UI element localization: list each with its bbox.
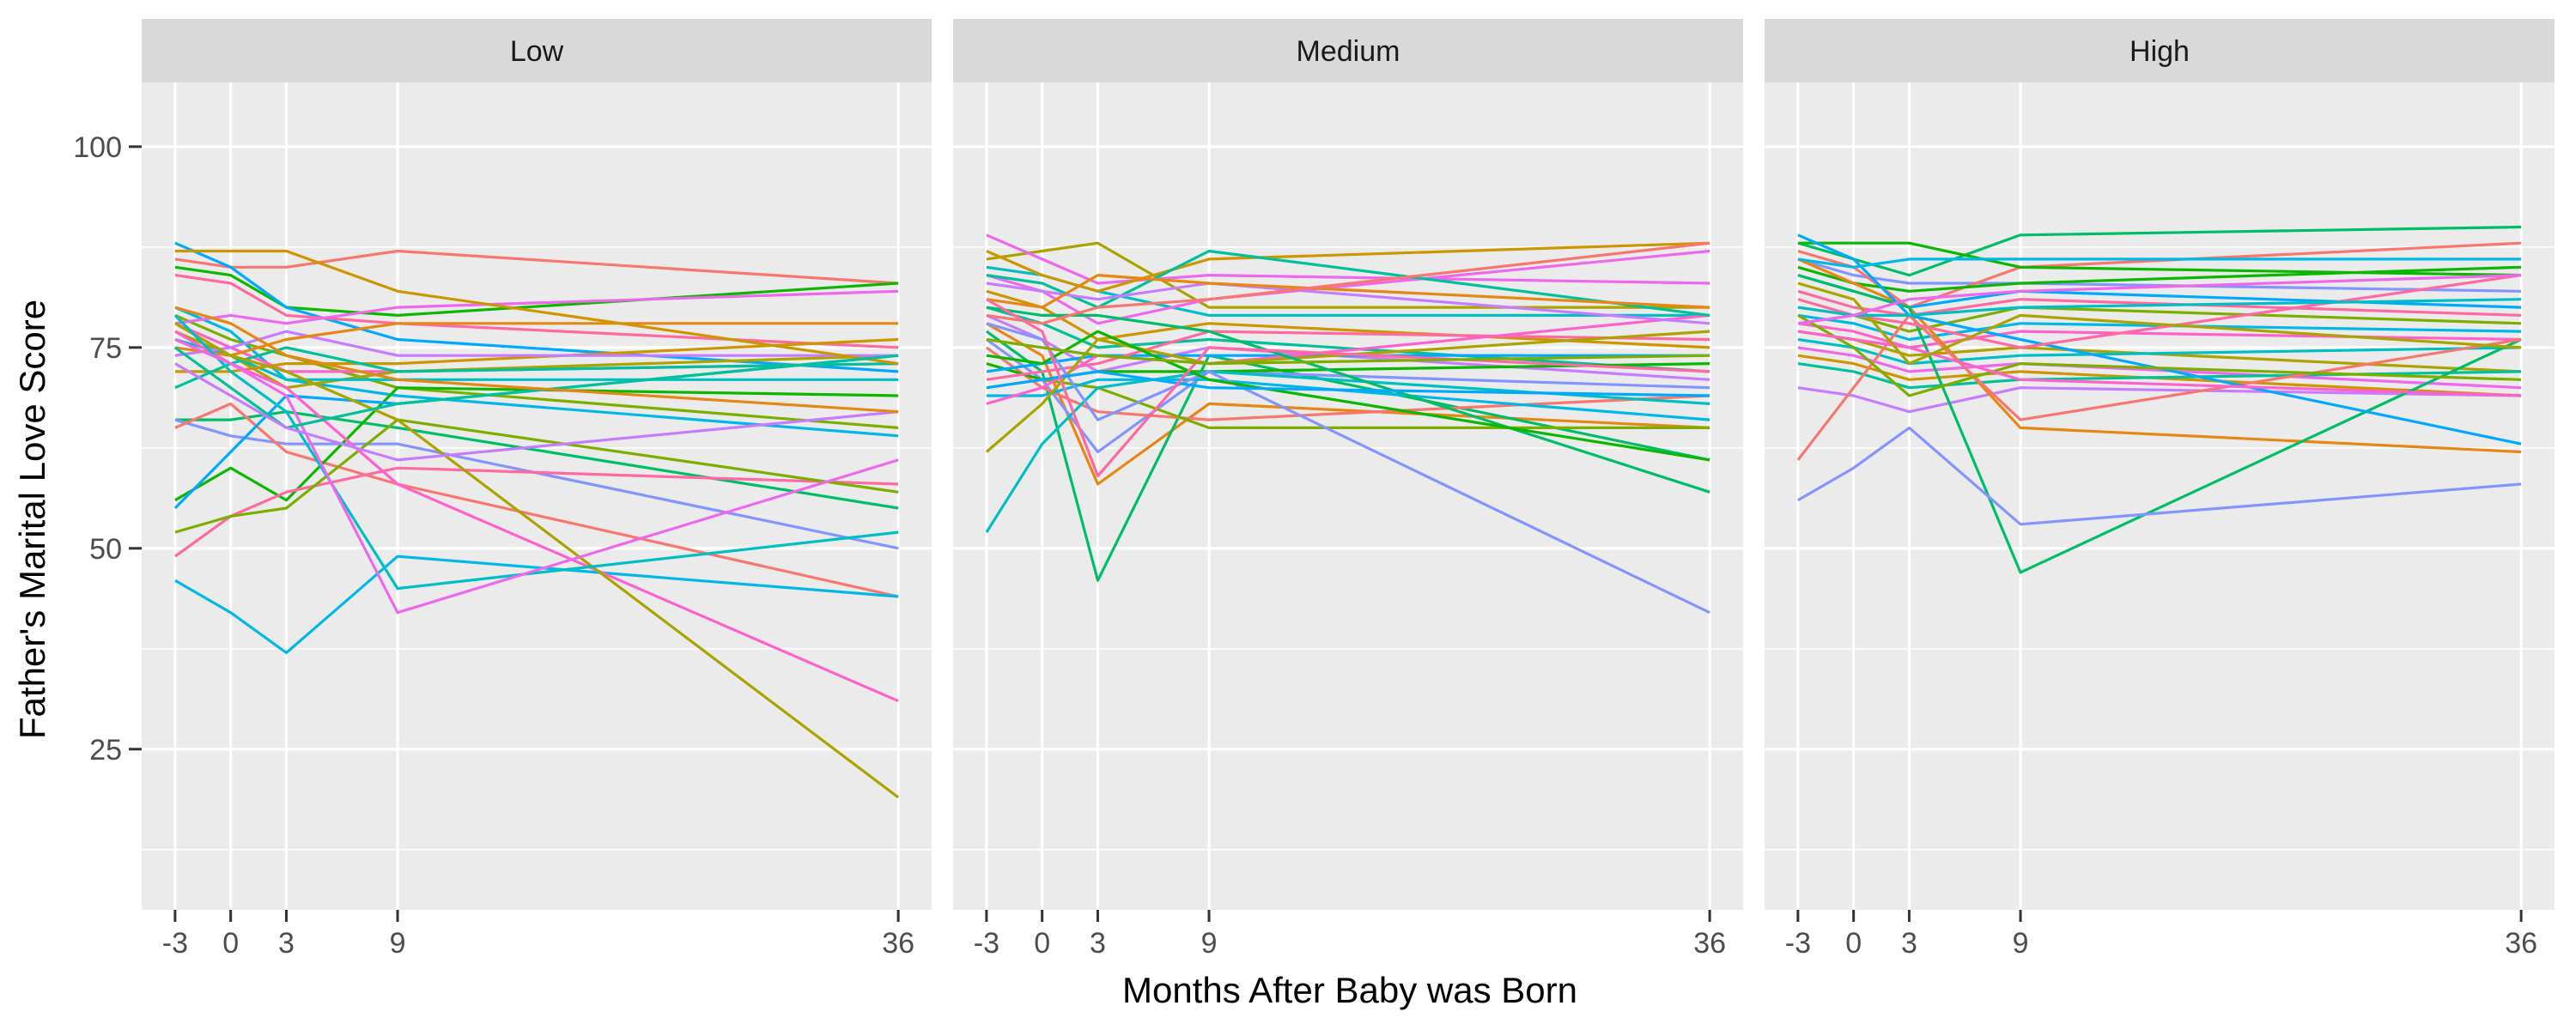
series-line [1797,241,2522,277]
series-line [986,337,1710,366]
series-line [985,330,1710,453]
panel-background [953,82,1743,910]
y-tick-label: 100 [73,131,122,164]
facet-strip-label: Low [510,35,564,68]
series-line [1797,265,2522,293]
y-axis-title: Father's Marital Love Score [12,300,52,739]
series-line [1797,274,2522,574]
series-line [1797,330,2522,397]
y-tick-label: 75 [89,332,122,365]
series-line [1797,346,2522,390]
series-line [174,418,899,550]
y-axis: 25 50 75 100 [73,131,142,766]
x-tick-label: 9 [2013,927,2029,960]
series-line [986,322,1710,615]
series-line [1797,386,2522,414]
series-line [174,274,899,349]
y-tick-label: 25 [89,734,122,766]
series-line [174,322,900,799]
series-line [986,306,1710,494]
x-tick-label: -3 [974,927,999,960]
x-axis-title: Months After Baby was Born [1122,970,1577,1010]
x-tick-label: 36 [882,927,914,960]
series-line [1797,225,2522,277]
series-line [1797,274,2522,349]
x-tick-label: 3 [278,927,295,960]
series-line [986,330,1710,462]
facet-strip-label: High [2129,35,2190,68]
series-line [986,298,1710,478]
x-tick-label: -3 [1785,927,1811,960]
series-line [1797,426,2522,526]
x-tick-label: 36 [1693,927,1726,960]
series-line [986,233,1710,285]
series-line [173,466,899,558]
series-line [986,306,1710,373]
series-line [174,241,899,373]
series-line [986,370,1710,397]
series-line [986,330,1710,381]
series-line [986,282,1710,325]
facet-strip [142,19,932,82]
series-line [985,370,1710,533]
series-line [986,378,1710,421]
series-line [1797,354,2522,397]
x-tick-label: 9 [390,927,406,960]
series-line [174,346,899,390]
series-line [1797,282,2522,366]
y-tick-label: 50 [89,533,122,566]
panel-background [142,82,932,910]
x-tick-label: 3 [1901,927,1917,960]
series-line [1797,362,2522,390]
series-line [986,249,1710,325]
series-line [1797,274,2522,325]
series-line [173,314,899,591]
series-line [174,402,899,598]
x-tick-label: 0 [1845,927,1862,960]
x-tick-label: 0 [222,927,239,960]
x-tick-label: 9 [1201,927,1218,960]
x-tick-label: 3 [1090,927,1106,960]
series-line [986,241,1710,309]
series-line [174,249,899,366]
facet-strip-label: Medium [1297,35,1400,68]
series-line [174,362,899,462]
series-line [174,330,899,357]
series-line [174,306,899,414]
series-line [986,274,1710,309]
facet-panels: Low -3 0 3 9 36 Medium -3 0 3 9 36 High -3 0 3 9 36 [142,19,2555,960]
series-line [174,338,899,615]
series-line [1797,258,2522,269]
facet-panel-low: Low -3 0 3 9 36 [142,19,932,960]
facet-panel-medium: Medium -3 0 3 9 36 [953,19,1743,960]
series-line [1797,298,2522,317]
x-tick-label: 0 [1034,927,1050,960]
facet-strip [953,19,1743,82]
series-line [174,249,899,285]
series-line [986,241,1710,293]
facet-strip [1765,19,2555,82]
panel-background [1765,82,2555,910]
facet-panel-high: High -3 0 3 9 36 [1765,19,2555,960]
x-tick-label: -3 [162,927,188,960]
x-tick-label: 36 [2505,927,2537,960]
